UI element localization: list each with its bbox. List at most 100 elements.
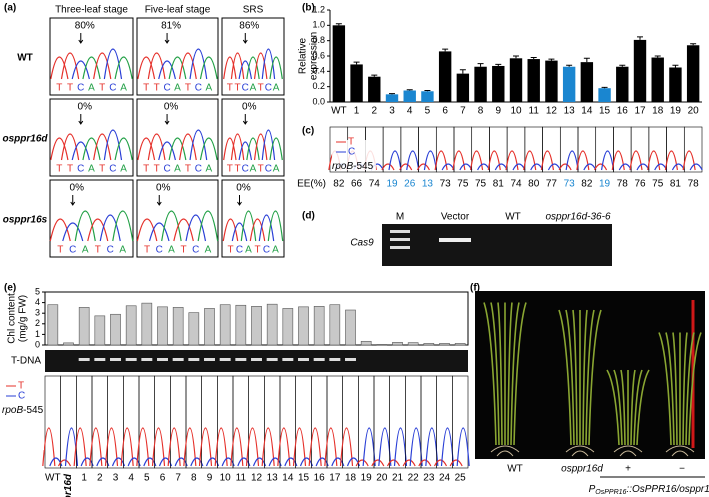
chromatogram-box: [185, 375, 202, 469]
x-tick-label: 5: [144, 473, 150, 484]
x-tick-label: 12: [251, 473, 263, 484]
x-tick-label: 22: [408, 473, 420, 484]
chromatogram-peak: [423, 150, 438, 171]
x-tick-label: 3: [113, 473, 119, 484]
gene-site: -545: [353, 161, 373, 172]
bar: [219, 304, 231, 346]
bar: [94, 315, 106, 346]
x-tick-label: 17: [634, 106, 646, 117]
row-label: osppr16s: [3, 215, 48, 226]
chromatogram-peak: [331, 457, 345, 467]
chromatogram-peak: [214, 427, 228, 467]
x-tick-label: 10: [220, 473, 232, 484]
ee-value: 77: [546, 179, 558, 190]
gel-band: [94, 358, 106, 361]
x-tick-label: 3: [389, 106, 395, 117]
plant-leaf: [565, 309, 575, 446]
base-letter: A: [273, 164, 280, 175]
plant-leaf: [497, 302, 503, 446]
panel-label: (b): [302, 3, 315, 14]
ee-value: 75: [457, 179, 469, 190]
chromatogram-peak: [269, 137, 283, 161]
chromatogram-peak: [137, 137, 156, 161]
bar: [345, 309, 356, 346]
gel-band: [390, 230, 410, 233]
bar: [47, 304, 59, 346]
error-bar: [654, 55, 661, 58]
y-tick-label: 3: [35, 308, 40, 318]
plant-leaf: [613, 369, 623, 446]
chromatogram-peak: [362, 427, 376, 467]
x-tick-label: 20: [376, 473, 388, 484]
base-letter: A: [174, 164, 181, 175]
chromatogram-peak: [249, 218, 266, 242]
error-bar: [459, 69, 466, 74]
chromatogram-peak: [230, 52, 245, 80]
x-tick-label: 16: [617, 106, 629, 117]
bar: [110, 313, 121, 346]
plant-leaf: [490, 302, 500, 446]
chromatogram-peak: [258, 214, 275, 242]
x-tick-label: 23: [423, 473, 435, 484]
error-bar: [406, 89, 413, 91]
plant-leaf: [588, 309, 602, 446]
base-letter: T: [154, 164, 160, 175]
base-letter: A: [174, 83, 181, 94]
gel-band: [172, 358, 184, 361]
chromatogram-peak: [73, 427, 87, 467]
chromatogram-peak: [416, 163, 430, 171]
x-tick-label: 7: [175, 473, 181, 484]
sample-label: WT: [507, 464, 523, 475]
chromatogram-peak: [355, 459, 369, 467]
bar: [360, 340, 372, 346]
chromatogram-box: [136, 179, 219, 258]
chromatogram-peak: [600, 150, 615, 171]
ee-value: 19: [599, 179, 611, 190]
ee-value: 74: [369, 179, 381, 190]
chromatogram-box: [91, 375, 108, 469]
chromatogram-peak: [409, 427, 423, 467]
error-bar: [513, 55, 519, 59]
column-header: Three-leaf stage: [55, 5, 128, 16]
y-tick-label: 0.6: [312, 50, 325, 60]
error-bar: [389, 93, 395, 95]
gel-band: [282, 358, 294, 361]
chromatogram-peak: [49, 457, 63, 467]
bar: [598, 88, 611, 102]
bar: [492, 65, 505, 102]
error-bar: [566, 64, 573, 67]
ee-value: 26: [404, 179, 416, 190]
percent-label: 0%: [164, 102, 179, 113]
gene-name: rpoB: [2, 405, 23, 416]
chromatogram-peak: [80, 457, 94, 467]
base-letter: C: [109, 164, 116, 175]
chromatogram-peak: [459, 163, 473, 171]
x-tick-label: 18: [345, 473, 357, 484]
error-bar: [690, 43, 697, 46]
chromatogram-peak: [434, 150, 448, 171]
x-tick-label: 12: [546, 106, 558, 117]
bar: [350, 64, 363, 102]
chromatogram-peak: [299, 457, 314, 467]
chromatogram-peak: [594, 163, 608, 171]
x-tick-label: 20: [688, 106, 700, 117]
chromatogram-peak: [399, 163, 413, 171]
chromatogram-box: [248, 375, 265, 469]
plant-root: [665, 445, 695, 457]
error-bar: [371, 74, 378, 77]
plant-leaf: [685, 332, 695, 446]
y-tick-label: 1.2: [312, 4, 325, 14]
bar: [172, 307, 184, 346]
row-label: osppr16d: [2, 134, 48, 145]
base-letter: A: [250, 83, 257, 94]
chromatogram-peak: [161, 210, 182, 242]
bar: [332, 25, 346, 102]
chromatogram-peak: [112, 210, 134, 242]
bar: [423, 343, 435, 346]
chromatogram-peak: [148, 222, 170, 242]
base-letter: C: [156, 245, 163, 256]
chromatogram-peak: [381, 163, 395, 171]
base-letter: T: [185, 83, 191, 94]
chromatogram-peak: [71, 60, 90, 80]
chromatogram-peak: [611, 150, 625, 171]
